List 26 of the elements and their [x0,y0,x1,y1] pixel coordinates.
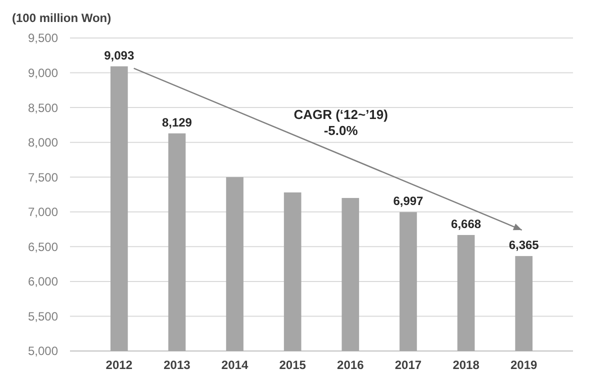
y-tick-label: 5,000 [28,344,58,358]
x-tick-label: 2016 [337,358,364,372]
data-label: 8,129 [162,115,192,130]
x-tick-label: 2019 [510,358,538,372]
y-tick-label: 7,000 [28,205,58,220]
x-tick-label: 2013 [164,358,191,372]
y-tick-label: 8,500 [28,100,58,115]
data-label: 6,997 [393,194,424,208]
y-axis-title: (100 million Won) [12,11,112,25]
y-tick-label: 6,500 [28,240,58,254]
y-tick-label: 9,000 [28,66,58,80]
annotation: -5.0% [324,123,358,138]
x-tick-label: 2018 [452,358,480,372]
data-label: 6,668 [451,216,482,231]
data-label: 9,093 [104,48,134,62]
y-tick-label: 5,500 [28,309,58,324]
x-tick-label: 2017 [394,358,422,372]
y-tick-label: 6,000 [28,274,58,289]
x-tick-label: 2014 [221,358,248,372]
y-tick-label: 8,000 [28,136,58,150]
y-tick-label: 7,500 [28,170,58,184]
x-tick-label: 2015 [279,358,306,372]
y-tick-label: 9,500 [28,31,58,46]
x-tick-label: 2012 [106,358,133,372]
annotation: CAGR (‘12~’19) [294,107,388,122]
data-label: 6,365 [508,238,540,252]
